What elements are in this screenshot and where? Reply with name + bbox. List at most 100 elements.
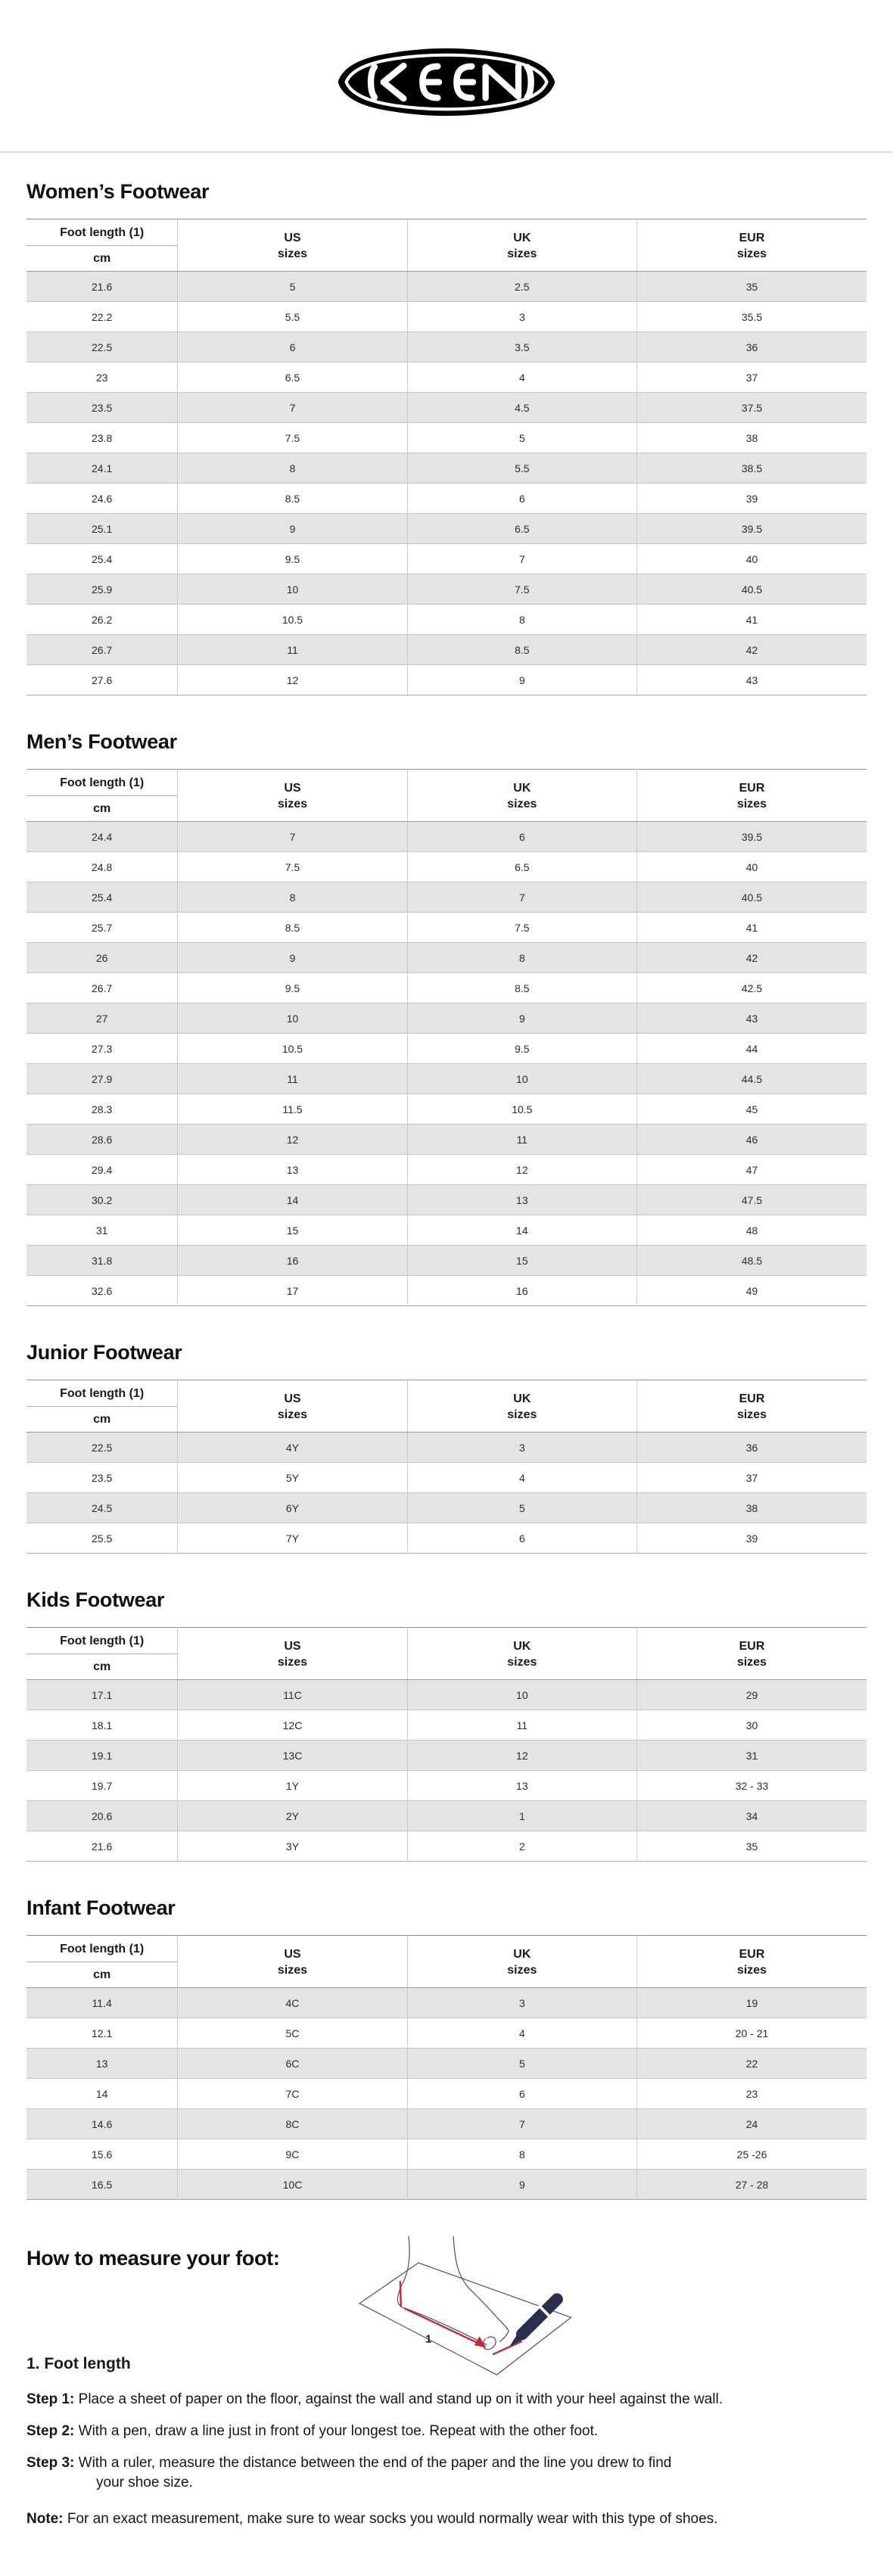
size-cell: 13C <box>177 1740 408 1771</box>
foot-length-label: Foot length (1) <box>26 770 178 796</box>
size-cell: 14 <box>26 2078 178 2109</box>
size-cell: 8 <box>177 882 408 913</box>
keen-logo-shape <box>338 48 555 117</box>
table-row: 11.4 4C 3 19 <box>26 1987 867 2018</box>
size-cell: 25.9 <box>26 574 178 605</box>
section-title: Kids Footwear <box>26 1588 165 1611</box>
size-cell: 24.4 <box>26 821 178 852</box>
size-cell: 13 <box>177 1154 408 1185</box>
size-cell: 24.1 <box>26 453 178 484</box>
size-cell: 27.9 <box>26 1063 178 1094</box>
size-cell: 8C <box>177 2108 408 2139</box>
size-cell: 8 <box>406 2139 637 2170</box>
size-cell: 26.7 <box>26 634 178 665</box>
size-cell: 14.6 <box>26 2108 178 2139</box>
size-cell: 7 <box>406 882 637 913</box>
table-row: 27.6 12 9 43 <box>26 664 867 695</box>
table-row: 17.1 11C 10 29 <box>26 1679 867 1710</box>
size-cell: 7.5 <box>406 912 637 943</box>
size-cell: 9 <box>406 2169 637 2200</box>
size-cell: 35.5 <box>636 301 867 332</box>
size-cell: 11 <box>406 1710 637 1741</box>
size-cell: 30 <box>636 1710 867 1741</box>
col-header-foot-length: Foot length (1) cm <box>26 1935 178 1988</box>
table-row: 27.9 11 10 44.5 <box>26 1063 867 1094</box>
table-row: 31.8 16 15 48.5 <box>26 1245 867 1276</box>
table-row: 25.9 10 7.5 40.5 <box>26 574 867 605</box>
size-cell: 40.5 <box>636 574 867 605</box>
header-divider <box>0 151 893 153</box>
size-cell: 6Y <box>177 1492 408 1523</box>
size-chart-content: Women’s Footwear Foot length (1) cm US si… <box>0 180 893 2576</box>
size-table-body: 24.4 7 6 39.5 24.8 7.5 6.5 40 25.4 8 7 40.5 25.7 8.5 7… <box>26 821 867 1306</box>
size-cell: 43 <box>636 1003 867 1034</box>
size-cell: 9 <box>177 513 408 544</box>
size-cell: 7.5 <box>177 851 408 882</box>
size-cell: 10C <box>177 2169 408 2200</box>
col-header-eur: EUR sizes <box>636 1380 867 1433</box>
size-cell: 15 <box>406 1245 637 1276</box>
size-cell: 41 <box>636 604 867 635</box>
section-mens-footwear: Men’s Footwear Foot length (1) cm US size… <box>26 730 867 1306</box>
size-cell: 11.4 <box>26 1987 178 2018</box>
size-cell: 2.5 <box>406 271 637 302</box>
size-cell: 13 <box>26 2048 178 2079</box>
size-cell: 4 <box>406 2018 637 2049</box>
size-cell: 25.5 <box>26 1523 178 1554</box>
size-cell: 5C <box>177 2018 408 2049</box>
size-cell: 26.7 <box>26 972 178 1003</box>
size-cell: 11C <box>177 1679 408 1710</box>
table-row: 23.5 5Y 4 37 <box>26 1462 867 1493</box>
size-cell: 5 <box>406 422 637 453</box>
table-row: 30.2 14 13 47.5 <box>26 1184 867 1215</box>
size-cell: 40 <box>636 543 867 574</box>
size-cell: 36 <box>636 331 867 362</box>
size-cell: 12.1 <box>26 2018 178 2049</box>
table-row: 24.5 6Y 5 38 <box>26 1492 867 1523</box>
size-cell: 39.5 <box>636 821 867 852</box>
step-3-text-line2: your shoe size. <box>96 2475 193 2490</box>
size-cell: 9 <box>406 1003 637 1034</box>
size-cell: 42 <box>636 942 867 973</box>
col-header-eur: EUR sizes <box>636 219 867 272</box>
size-cell: 7.5 <box>177 422 408 453</box>
unit-label: cm <box>93 802 111 815</box>
size-cell: 7C <box>177 2078 408 2109</box>
table-row: 23.5 7 4.5 37.5 <box>26 392 867 423</box>
unit-label: cm <box>93 1660 111 1673</box>
size-cell: 6 <box>177 331 408 362</box>
col-header-eur: EUR sizes <box>636 1935 867 1988</box>
size-cell: 24.8 <box>26 851 178 882</box>
size-cell: 7.5 <box>406 574 637 605</box>
size-table-body: 17.1 11C 10 29 18.1 12C 11 30 19.1 13C 12 31 19.7 1Y 1… <box>26 1679 867 1862</box>
foot-length-subheading: 1. Foot length <box>26 2355 131 2372</box>
step-1-label: Step 1: <box>26 2391 75 2407</box>
col-header-uk: UK sizes <box>406 1627 637 1680</box>
size-cell: 19.1 <box>26 1740 178 1771</box>
size-cell: 18.1 <box>26 1710 178 1741</box>
size-cell: 1 <box>406 1800 637 1831</box>
size-cell: 3 <box>406 1987 637 2018</box>
size-cell: 9C <box>177 2139 408 2170</box>
size-cell: 39 <box>636 1523 867 1554</box>
table-row: 24.4 7 6 39.5 <box>26 821 867 852</box>
size-cell: 10.5 <box>177 1033 408 1064</box>
size-cell: 34 <box>636 1800 867 1831</box>
size-cell: 2Y <box>177 1800 408 1831</box>
size-cell: 28.6 <box>26 1124 178 1155</box>
table-row: 32.6 17 16 49 <box>26 1275 867 1306</box>
table-row: 27.3 10.5 9.5 44 <box>26 1033 867 1064</box>
measure-heading: How to measure your foot: <box>26 2247 280 2270</box>
note-text: For an exact measurement, make sure to w… <box>67 2511 718 2527</box>
foot-length-label: Foot length (1) <box>26 1380 178 1407</box>
size-cell: 22 <box>636 2048 867 2079</box>
section-title: Infant Footwear <box>26 1896 176 1919</box>
size-cell: 7 <box>406 2108 637 2139</box>
size-cell: 8 <box>406 604 637 635</box>
size-cell: 19 <box>636 1987 867 2018</box>
table-row: 31 15 14 48 <box>26 1215 867 1246</box>
size-cell: 5 <box>406 1492 637 1523</box>
table-row: 19.7 1Y 13 32 - 33 <box>26 1770 867 1801</box>
foot-length-label: Foot length (1) <box>26 1936 178 1962</box>
size-cell: 10 <box>177 574 408 605</box>
